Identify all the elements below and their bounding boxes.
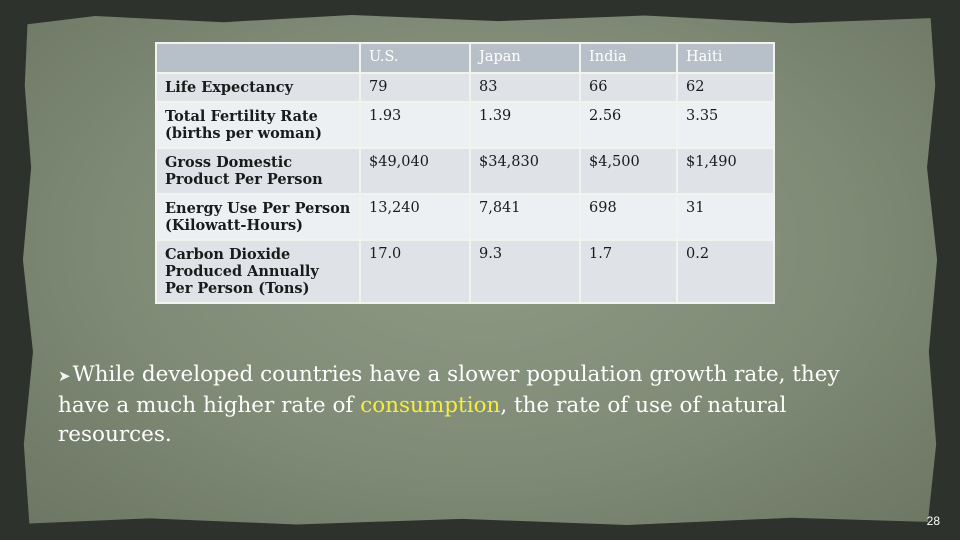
table-cell: 0.2: [675, 239, 776, 304]
table-cell: 1.39: [469, 101, 581, 149]
table-cell: 1.7: [579, 239, 678, 304]
table-row: Carbon Dioxide Produced Annually Per Per…: [155, 239, 776, 304]
row-label-carbon-dioxide: Carbon Dioxide Produced Annually Per Per…: [155, 239, 361, 304]
row-label-life-expectancy: Life Expectancy: [155, 72, 361, 103]
bullet-arrow-icon: ➤: [58, 367, 71, 385]
table-cell: $1,490: [675, 147, 776, 195]
table-cell: 9.3: [469, 239, 581, 304]
table-row: Energy Use Per Person (Kilowatt-Hours) 1…: [155, 193, 776, 241]
table-header-haiti: Haiti: [675, 42, 776, 74]
table-cell: 66: [579, 72, 678, 103]
table-cell: 3.35: [675, 101, 776, 149]
comparison-table: U.S. Japan India Haiti Life Expectancy 7…: [155, 42, 776, 304]
table-header-row: U.S. Japan India Haiti: [155, 42, 776, 74]
table-row: Gross Domestic Product Per Person $49,04…: [155, 147, 776, 195]
row-label-gdp: Gross Domestic Product Per Person: [155, 147, 361, 195]
table-cell: $4,500: [579, 147, 678, 195]
bullet-text-part2: , the rate of use of natural resources.: [58, 393, 787, 447]
table-cell: $34,830: [469, 147, 581, 195]
table-header-us: U.S.: [359, 42, 471, 74]
table-cell: $49,040: [359, 147, 471, 195]
table-cell: 7,841: [469, 193, 581, 241]
table-header-india: India: [579, 42, 678, 74]
table-cell: 13,240: [359, 193, 471, 241]
row-label-energy-use: Energy Use Per Person (Kilowatt-Hours): [155, 193, 361, 241]
row-label-fertility-rate: Total Fertility Rate (births per woman): [155, 101, 361, 149]
bullet-paragraph: ➤While developed countries have a slower…: [58, 360, 888, 449]
highlight-consumption: consumption: [360, 393, 501, 418]
table-row: Total Fertility Rate (births per woman) …: [155, 101, 776, 149]
table-cell: 62: [675, 72, 776, 103]
table-cell: 31: [675, 193, 776, 241]
table-header-japan: Japan: [469, 42, 581, 74]
table-cell: 83: [469, 72, 581, 103]
table-header-corner: [155, 42, 361, 74]
table-row: Life Expectancy 79 83 66 62: [155, 72, 776, 103]
table-cell: 1.93: [359, 101, 471, 149]
bullet-text-part1: While developed countries have a slower …: [58, 362, 840, 418]
page-number: 28: [926, 514, 940, 528]
table-cell: 2.56: [579, 101, 678, 149]
table-cell: 698: [579, 193, 678, 241]
table-cell: 79: [359, 72, 471, 103]
table-cell: 17.0: [359, 239, 471, 304]
